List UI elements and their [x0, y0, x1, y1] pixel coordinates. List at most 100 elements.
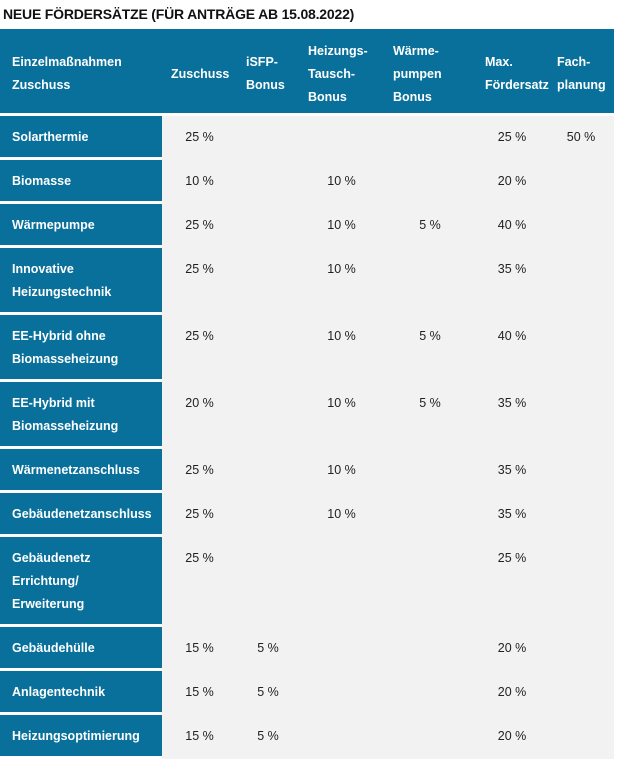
rate-cell [548, 246, 614, 315]
rate-cell [548, 625, 614, 671]
table-row: Innovative Heizungstechnik 25 % 10 % 35 % [0, 246, 614, 315]
rate-cell [299, 625, 384, 671]
rate-cell [237, 380, 299, 449]
rate-cell [237, 313, 299, 382]
row-label: Solarthermie [0, 114, 162, 160]
rate-cell [299, 669, 384, 715]
rate-cell [237, 114, 299, 160]
row-label: Wärmenetzanschluss [0, 447, 162, 493]
rate-cell: 10 % [299, 313, 384, 382]
rate-cell: 35 % [476, 447, 548, 493]
rate-cell: 15 % [162, 669, 237, 715]
rate-cell: 50 % [548, 114, 614, 160]
table-row: Gebäudenetz Errichtung/ Erweiterung 25 % 2… [0, 535, 614, 627]
rate-cell: 10 % [299, 246, 384, 315]
rate-cell: 25 % [476, 535, 548, 627]
column-header: Max. Fördersatz [476, 29, 549, 116]
rate-cell: 25 % [162, 447, 237, 493]
rate-cell: 10 % [299, 491, 384, 537]
rate-cell [237, 158, 299, 204]
rate-cell [548, 713, 614, 759]
rate-cell: 20 % [476, 713, 548, 759]
rate-cell: 40 % [476, 313, 548, 382]
rate-cell [299, 713, 384, 759]
rate-cell [384, 491, 476, 537]
rate-cell: 15 % [162, 625, 237, 671]
rate-cell [548, 158, 614, 204]
rate-cell: 25 % [476, 114, 548, 160]
rate-cell [548, 669, 614, 715]
rate-cell: 25 % [162, 535, 237, 627]
rate-cell: 20 % [162, 380, 237, 449]
title: NEUE FÖRDERSÄTZE (FÜR ANTRÄGE AB 15.08.2… [3, 6, 355, 22]
row-label: Biomasse [0, 158, 162, 204]
rate-cell: 10 % [299, 158, 384, 204]
rate-cell: 35 % [476, 246, 548, 315]
rate-cell: 20 % [476, 158, 548, 204]
row-label: Heizungsoptimierung [0, 713, 162, 759]
rate-cell: 25 % [162, 114, 237, 160]
rate-cell [237, 202, 299, 248]
row-label: Innovative Heizungstechnik [0, 246, 162, 315]
table-row: Biomasse 10 % 10 % 20 % [0, 158, 614, 204]
header-row: Einzelmaßnahmen Zuschuss Zuschuss iSFP- Bo… [0, 29, 614, 116]
rate-cell [299, 535, 384, 627]
rate-cell [384, 246, 476, 315]
table-row: Anlagentechnik 15 % 5 % 20 % [0, 669, 614, 715]
rate-cell: 25 % [162, 246, 237, 315]
rate-cell [384, 669, 476, 715]
row-label: Gebäudehülle [0, 625, 162, 671]
row-label: Gebäudenetz Errichtung/ Erweiterung [0, 535, 162, 627]
column-header: Wärme- pumpen Bonus [384, 29, 476, 116]
rate-cell [548, 202, 614, 248]
table-header: Einzelmaßnahmen Zuschuss Zuschuss iSFP- Bo… [0, 29, 614, 116]
row-label: EE-Hybrid mit Biomasseheizung [0, 380, 162, 449]
rate-cell [384, 158, 476, 204]
rate-cell [237, 246, 299, 315]
row-label: EE-Hybrid ohne Biomasseheizung [0, 313, 162, 382]
rate-cell: 5 % [237, 713, 299, 759]
rate-cell [384, 713, 476, 759]
rate-cell: 25 % [162, 202, 237, 248]
table-row: Gebäudehülle 15 % 5 % 20 % [0, 625, 614, 671]
row-label: Wärmepumpe [0, 202, 162, 248]
column-header: Zuschuss [162, 29, 237, 116]
column-header: Heizungs- Tausch- Bonus [299, 29, 384, 116]
rate-cell: 5 % [384, 313, 476, 382]
row-label: Gebäudenetzanschluss [0, 491, 162, 537]
rate-cell [384, 114, 476, 160]
table-row: Wärmenetzanschluss 25 % 10 % 35 % [0, 447, 614, 493]
rate-cell [548, 380, 614, 449]
rate-cell [237, 535, 299, 627]
rate-cell: 10 % [299, 202, 384, 248]
rate-cell [548, 447, 614, 493]
rate-cell: 5 % [384, 202, 476, 248]
rate-cell: 5 % [237, 625, 299, 671]
rate-cell [237, 447, 299, 493]
table-row: Heizungsoptimierung 15 % 5 % 20 % [0, 713, 614, 759]
rate-cell [548, 535, 614, 627]
table-row: Gebäudenetzanschluss 25 % 10 % 35 % [0, 491, 614, 537]
rate-cell: 10 % [162, 158, 237, 204]
rate-cell: 25 % [162, 313, 237, 382]
rate-cell [548, 313, 614, 382]
rate-cell [384, 625, 476, 671]
rate-cell: 5 % [384, 380, 476, 449]
column-header: iSFP- Bonus [237, 29, 299, 116]
row-label: Anlagentechnik [0, 669, 162, 715]
rate-cell: 20 % [476, 669, 548, 715]
table-row: EE-Hybrid mit Biomasseheizung 20 % 10 % 5 %… [0, 380, 614, 449]
rate-cell: 35 % [476, 491, 548, 537]
table-row: Solarthermie 25 % 25 % 50 % [0, 114, 614, 160]
rate-cell: 25 % [162, 491, 237, 537]
rate-cell: 10 % [299, 447, 384, 493]
column-header: Fach- planung [548, 29, 614, 116]
rate-cell: 20 % [476, 625, 548, 671]
rate-cell: 35 % [476, 380, 548, 449]
rate-cell [237, 491, 299, 537]
table-row: Wärmepumpe 25 % 10 % 5 % 40 % [0, 202, 614, 248]
rate-cell: 5 % [237, 669, 299, 715]
rate-cell: 10 % [299, 380, 384, 449]
column-header: Einzelmaßnahmen Zuschuss [0, 29, 162, 116]
